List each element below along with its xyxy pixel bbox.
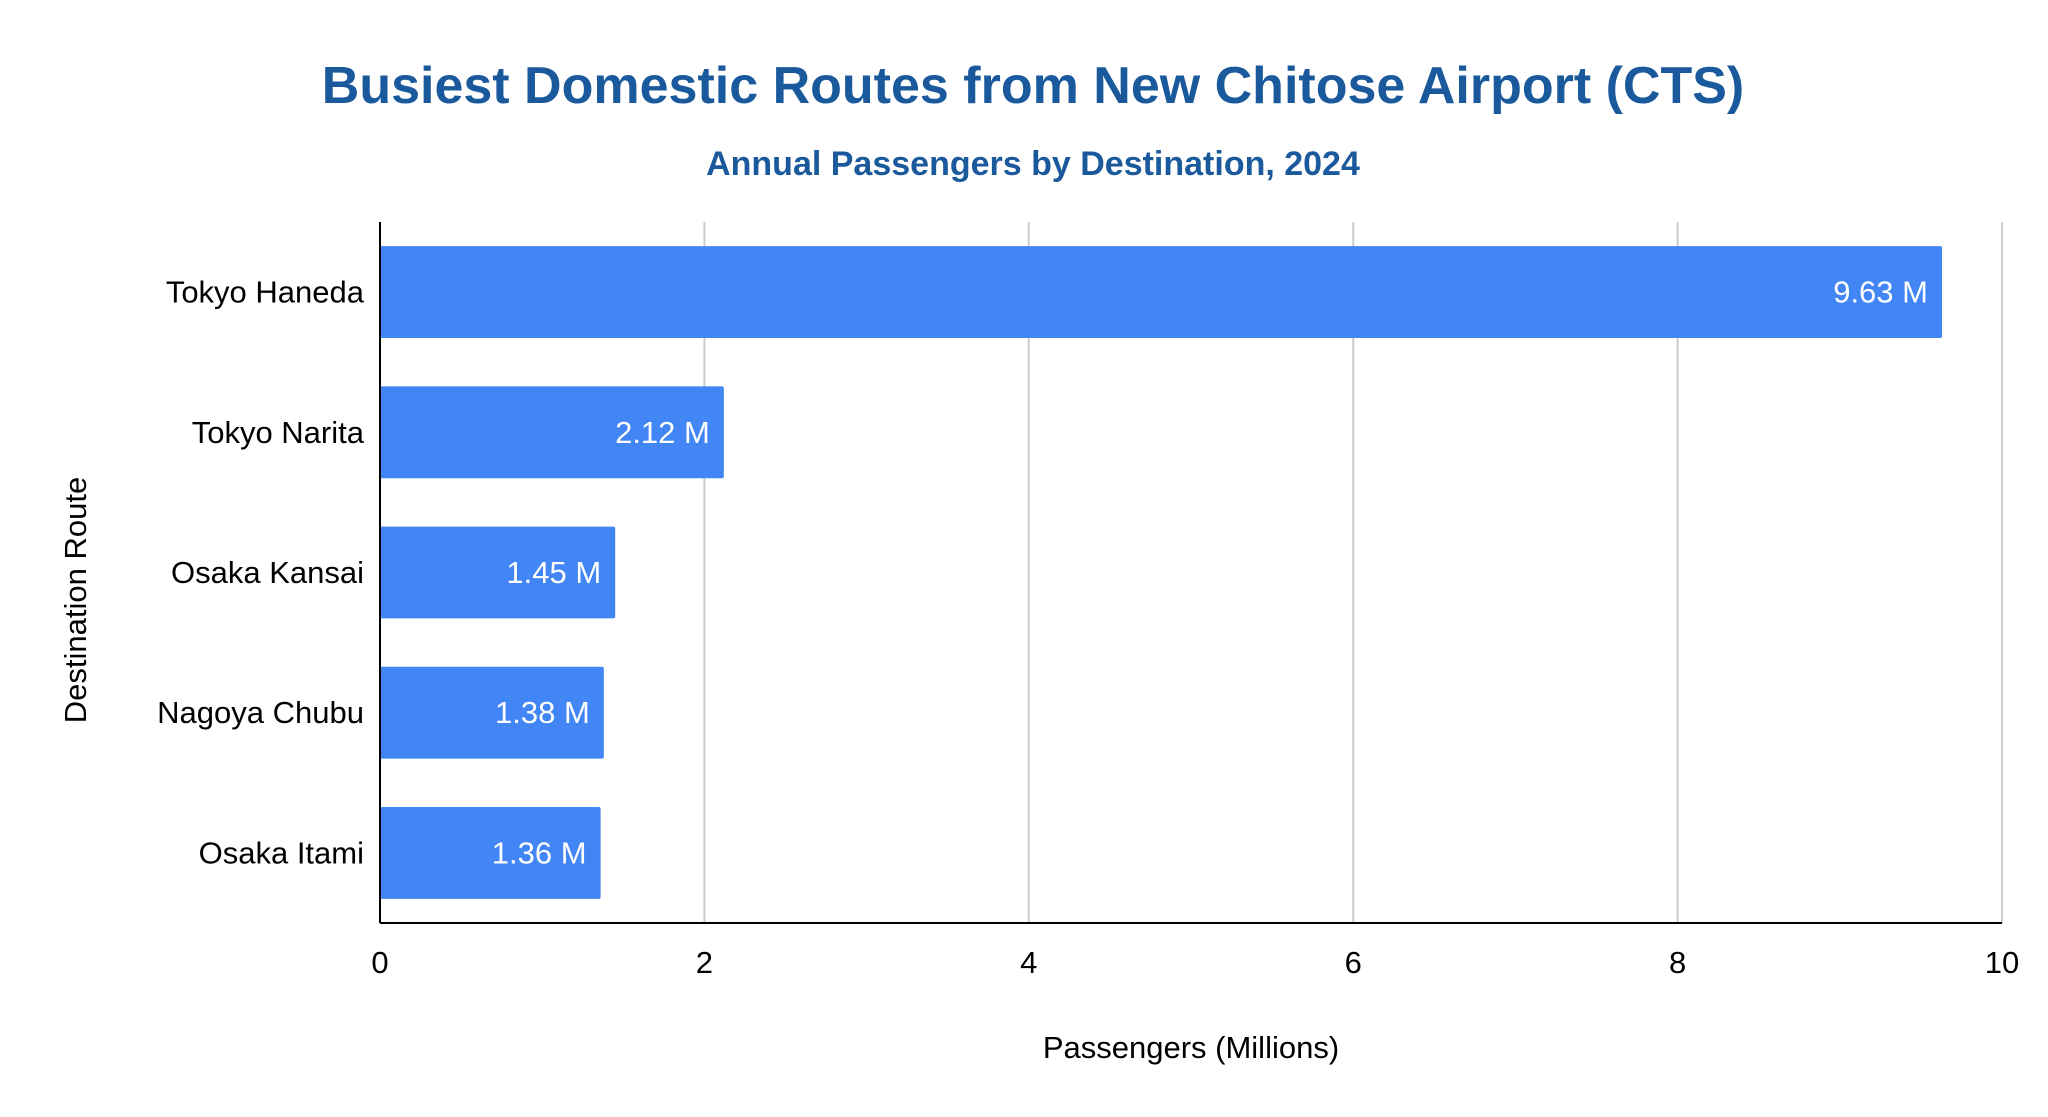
bar-osaka-kansai [380, 526, 616, 619]
data-label: 9.63 M [1833, 275, 1928, 310]
chart-title: Busiest Domestic Routes from New Chitose… [322, 57, 1744, 115]
data-labels: 9.63 M 2.12 M 1.45 M 1.38 M 1.36 M [492, 275, 1928, 871]
data-label: 1.45 M [506, 555, 601, 590]
category-label: Nagoya Chubu [157, 695, 364, 730]
bars [380, 246, 1942, 899]
bar-tokyo-haneda [380, 246, 1942, 339]
x-tick-label: 6 [1345, 945, 1362, 980]
x-tick-label: 2 [696, 945, 713, 980]
x-tick-label: 8 [1669, 945, 1686, 980]
category-label: Osaka Kansai [171, 555, 364, 590]
category-label: Tokyo Narita [192, 415, 365, 450]
x-axis-title: Passengers (Millions) [1043, 1030, 1339, 1065]
grid-lines [703, 222, 2003, 923]
x-tick-labels: 0 2 4 6 8 10 [371, 945, 2019, 980]
data-label: 1.36 M [492, 835, 587, 870]
bar-tokyo-narita [380, 386, 724, 479]
x-tick-label: 10 [1985, 945, 2019, 980]
bar-nagoya-chubu [380, 666, 604, 759]
category-label: Tokyo Haneda [166, 275, 365, 310]
chart-subtitle: Annual Passengers by Destination, 2024 [706, 145, 1360, 183]
x-tick-label: 0 [371, 945, 388, 980]
data-label: 1.38 M [495, 695, 590, 730]
data-label: 2.12 M [615, 415, 710, 450]
bar-osaka-itami [380, 806, 601, 899]
axes [379, 222, 2002, 924]
x-tick-label: 4 [1020, 945, 1037, 980]
category-labels: Tokyo Haneda Tokyo Narita Osaka Kansai Nago… [157, 275, 365, 871]
category-label: Osaka Itami [199, 835, 364, 870]
y-axis-title: Destination Route [58, 477, 93, 723]
